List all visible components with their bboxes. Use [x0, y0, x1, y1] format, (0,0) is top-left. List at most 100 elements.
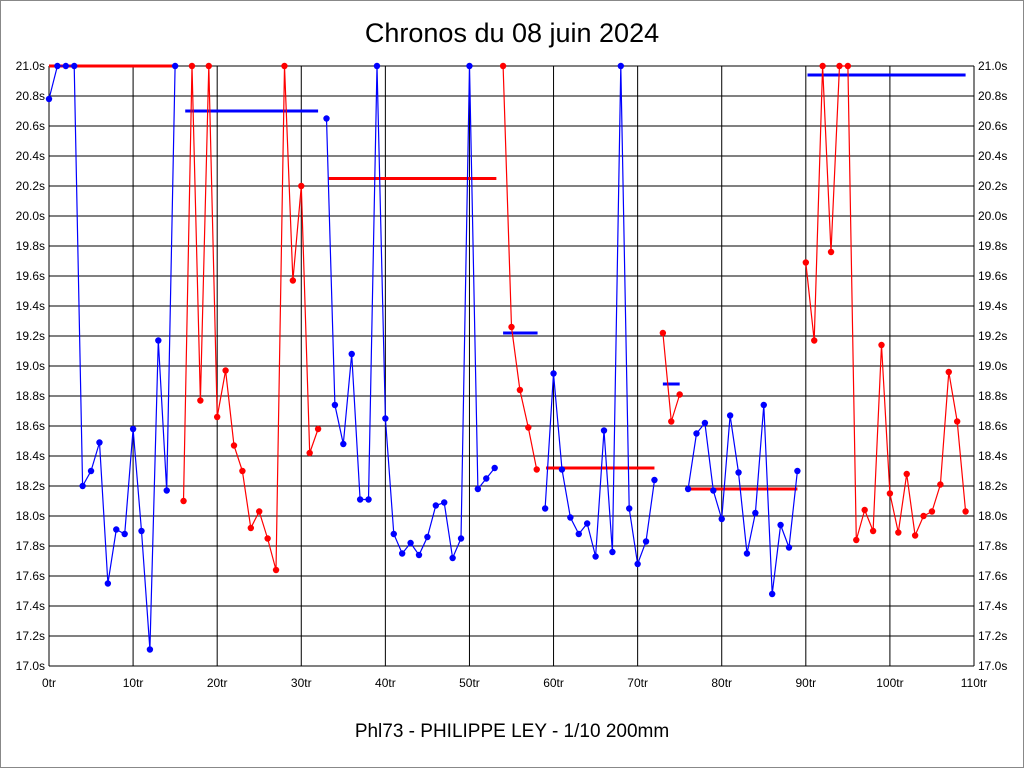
- data-point: [676, 391, 683, 398]
- data-point: [920, 512, 927, 520]
- y-tick-label-right: 18.2s: [978, 479, 1007, 493]
- data-point: [928, 508, 936, 515]
- data-point: [634, 560, 641, 568]
- data-point: [289, 277, 297, 284]
- x-tick-label: 50tr: [459, 676, 480, 690]
- y-tick-label-right: 20.8s: [978, 89, 1007, 103]
- data-point: [432, 502, 440, 509]
- y-tick-label-right: 17.4s: [978, 599, 1007, 613]
- data-point: [558, 466, 566, 473]
- y-tick-label-right: 19.0s: [978, 359, 1007, 373]
- data-point: [735, 469, 742, 476]
- data-point: [239, 467, 246, 475]
- data-point: [483, 475, 490, 482]
- data-point: [213, 413, 221, 421]
- data-point: [550, 370, 557, 377]
- y-tick-label-right: 21.0s: [978, 59, 1007, 73]
- data-point: [962, 508, 969, 515]
- data-point: [79, 482, 86, 490]
- data-point: [104, 580, 112, 587]
- y-tick-label-left: 18.4s: [16, 449, 45, 463]
- data-point: [777, 521, 784, 529]
- y-tick-label-right: 19.8s: [978, 239, 1007, 253]
- data-point: [146, 646, 154, 653]
- y-tick-label-right: 19.6s: [978, 269, 1007, 283]
- data-point: [441, 499, 448, 506]
- data-point: [129, 425, 137, 433]
- data-point: [390, 530, 397, 538]
- data-point: [340, 440, 347, 448]
- data-point: [356, 496, 364, 503]
- y-tick-label-left: 19.0s: [16, 359, 45, 373]
- x-tick-label: 20tr: [207, 676, 228, 690]
- data-point: [499, 62, 507, 70]
- data-point: [314, 425, 322, 433]
- y-tick-label-right: 17.6s: [978, 569, 1007, 583]
- data-point: [407, 539, 414, 547]
- data-point: [592, 553, 599, 560]
- x-tick-label: 40tr: [375, 676, 396, 690]
- y-tick-label-right: 18.6s: [978, 419, 1007, 433]
- data-point: [247, 524, 255, 532]
- data-point: [525, 424, 532, 431]
- data-point: [878, 341, 885, 349]
- data-point: [457, 535, 465, 542]
- data-point: [567, 514, 574, 521]
- data-point: [945, 368, 952, 376]
- data-point: [701, 419, 709, 427]
- data-point: [71, 62, 78, 70]
- data-point: [230, 442, 238, 449]
- data-point: [575, 530, 582, 538]
- y-tick-label-right: 20.6s: [978, 119, 1007, 133]
- x-tick-label: 90tr: [795, 676, 816, 690]
- y-tick-label-left: 19.4s: [16, 299, 45, 313]
- data-point: [752, 509, 759, 517]
- data-point: [659, 329, 667, 337]
- data-point: [760, 401, 767, 409]
- data-point: [811, 337, 818, 344]
- data-point: [508, 323, 515, 331]
- data-point: [668, 418, 675, 425]
- data-point: [651, 476, 658, 484]
- data-point: [516, 386, 524, 394]
- y-tick-label-right: 19.2s: [978, 329, 1007, 343]
- data-point: [382, 415, 389, 422]
- data-point: [323, 115, 330, 122]
- data-point: [96, 439, 103, 446]
- data-point: [180, 497, 187, 505]
- data-point: [491, 464, 498, 472]
- data-point: [281, 62, 288, 70]
- y-tick-label-left: 20.8s: [16, 89, 45, 103]
- data-point: [222, 367, 229, 374]
- data-point: [718, 515, 725, 523]
- data-point: [87, 467, 95, 475]
- data-point: [155, 337, 162, 344]
- data-point: [911, 532, 919, 539]
- x-tick-label: 60tr: [543, 676, 564, 690]
- data-point: [617, 62, 625, 70]
- y-tick-label-left: 21.0s: [16, 59, 45, 73]
- y-tick-label-right: 17.8s: [978, 539, 1007, 553]
- data-point: [953, 418, 961, 425]
- data-point: [853, 536, 860, 544]
- data-point: [642, 538, 650, 545]
- data-point: [415, 551, 423, 559]
- y-tick-label-left: 19.8s: [16, 239, 45, 253]
- y-tick-label-right: 20.2s: [978, 179, 1007, 193]
- data-point: [768, 590, 776, 598]
- data-point: [54, 62, 61, 70]
- data-point: [726, 412, 734, 419]
- y-tick-label-right: 19.4s: [978, 299, 1007, 313]
- series-line-session-8: [805, 65, 967, 541]
- data-point: [836, 62, 843, 70]
- data-point: [449, 554, 456, 562]
- series-line-session-5: [544, 65, 656, 567]
- y-tick-label-left: 20.6s: [16, 119, 45, 133]
- data-point: [533, 466, 540, 473]
- x-tick-label: 70tr: [627, 676, 648, 690]
- y-tick-label-left: 17.4s: [16, 599, 45, 613]
- data-point: [802, 259, 810, 266]
- data-point: [306, 449, 313, 457]
- data-point: [895, 529, 902, 536]
- data-point: [121, 530, 128, 538]
